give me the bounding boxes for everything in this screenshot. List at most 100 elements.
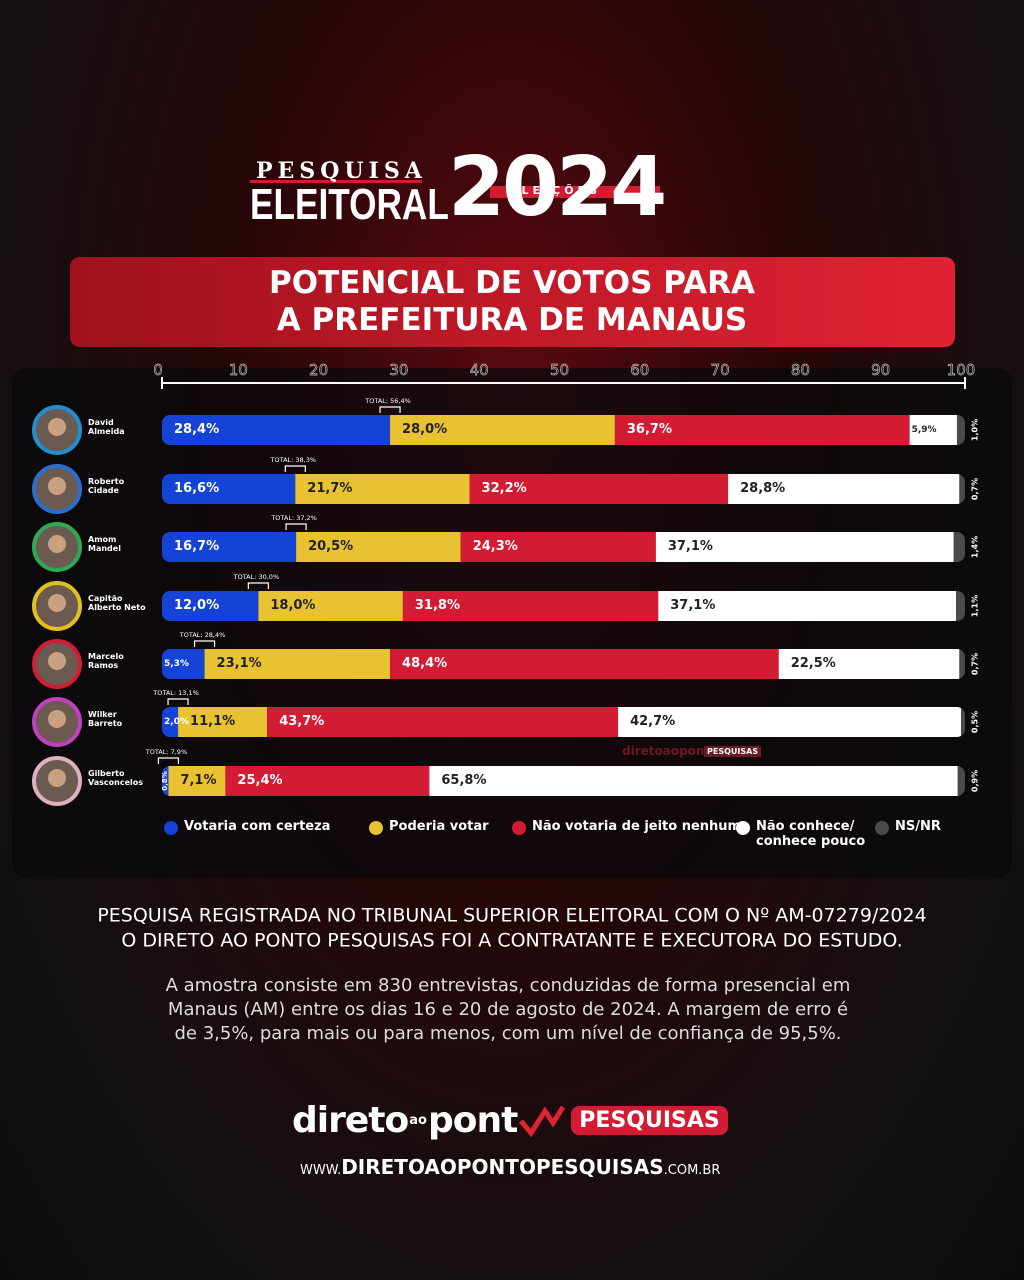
bar-segment	[178, 707, 268, 737]
footer-url: WWW. DIRETOAOPONTOPESQUISAS .COM.BR	[300, 1155, 720, 1179]
title-box	[70, 257, 955, 347]
value-label: 0,8%	[161, 771, 170, 791]
photo-face	[48, 418, 66, 436]
bar-segment	[162, 591, 259, 621]
brand-b: ao	[409, 1113, 427, 1128]
header-year: 2024	[448, 140, 667, 235]
value-label: 37,1%	[667, 539, 713, 554]
header-kicker: PESQUISA	[256, 158, 427, 184]
bar-row	[162, 707, 965, 737]
value-label: 0,9%	[970, 769, 980, 793]
bar-segment	[162, 766, 169, 796]
value-label: 24,3%	[472, 539, 518, 554]
url-prefix: WWW.	[300, 1163, 342, 1178]
note-registration: PESQUISA REGISTRADA NO TRIBUNAL SUPERIOR…	[97, 904, 927, 951]
brand-c: pont	[427, 1100, 518, 1141]
value-label: 22,5%	[790, 656, 836, 671]
photo-face	[48, 652, 66, 670]
total-label: TOTAL: 28,4%	[179, 631, 226, 639]
header-title: ELEITORAL	[250, 180, 449, 229]
bar-segment	[960, 707, 965, 737]
candidate-name: Amom Mandel	[88, 535, 121, 553]
bar-segment	[959, 649, 965, 679]
bar-segment	[959, 474, 965, 504]
total-label: TOTAL: 30,0%	[233, 573, 280, 581]
value-label: 32,2%	[481, 481, 527, 496]
value-label: 16,7%	[174, 539, 220, 554]
bar-segment	[728, 474, 960, 504]
bar-segment	[909, 415, 957, 445]
legend-marker	[736, 821, 750, 835]
x-tick-label: 20	[309, 361, 329, 380]
brand-a: direto	[292, 1100, 409, 1141]
candidate-name: Marcelo Ramos	[88, 652, 124, 670]
bar-row	[162, 591, 965, 621]
value-label: 65,8%	[441, 773, 487, 788]
value-label: 7,1%	[180, 773, 217, 788]
legend-marker	[512, 821, 526, 835]
candidate-name: Roberto Cidade	[88, 477, 125, 495]
photo-face	[48, 594, 66, 612]
x-tick-label: 80	[790, 361, 810, 380]
bar-segment	[390, 649, 779, 679]
value-label: 36,7%	[626, 422, 672, 437]
value-label: 5,3%	[164, 659, 189, 669]
value-label: 1,1%	[970, 594, 980, 618]
value-label: 1,0%	[970, 418, 980, 442]
legend-label: Votaria com certeza	[184, 819, 331, 834]
bar-segment	[618, 707, 961, 737]
photo-face	[48, 477, 66, 495]
bar-segment	[953, 532, 965, 562]
legend-label: Não votaria de jeito nenhum	[532, 819, 742, 834]
legend-marker	[875, 821, 889, 835]
bar-segment	[162, 415, 391, 445]
value-label: 48,4%	[402, 656, 448, 671]
bar-segment	[429, 766, 958, 796]
value-label: 16,6%	[174, 481, 220, 496]
x-tick-label: 0	[153, 361, 163, 380]
value-label: 21,7%	[307, 481, 353, 496]
value-label: 37,1%	[670, 598, 716, 613]
bar-segment	[956, 591, 965, 621]
value-label: 0,5%	[970, 710, 980, 734]
bar-segment	[956, 415, 965, 445]
value-label: 11,1%	[190, 714, 236, 729]
bar-row	[162, 415, 965, 445]
value-label: 23,1%	[216, 656, 262, 671]
legend-label: Poderia votar	[389, 819, 489, 834]
total-label: TOTAL: 7,9%	[145, 748, 188, 756]
x-tick-label: 70	[710, 361, 730, 380]
x-tick-label: 100	[946, 361, 976, 380]
bar-row	[162, 766, 965, 796]
value-label: 28,8%	[740, 481, 786, 496]
brand-check	[519, 1105, 566, 1137]
legend-label: Não conhece/ conhece pouco	[756, 819, 866, 849]
legend-marker	[164, 821, 178, 835]
x-tick-label: 10	[228, 361, 248, 380]
photo-face	[48, 710, 66, 728]
bar-segment	[295, 474, 470, 504]
bar-row	[162, 649, 965, 679]
watermark-tag: PESQUISAS	[704, 746, 762, 757]
candidate-name: Capitão Alberto Neto	[88, 594, 146, 612]
bar-segment	[460, 532, 656, 562]
total-label: TOTAL: 37,2%	[271, 514, 317, 522]
value-label: 31,8%	[414, 598, 460, 613]
url-suffix: .COM.BR	[663, 1163, 721, 1178]
candidate-name: David Almeida	[88, 418, 125, 436]
bar-segment	[162, 532, 297, 562]
bar-segment	[614, 415, 910, 445]
legend-marker	[369, 821, 383, 835]
value-label: 42,7%	[630, 714, 676, 729]
value-label: 28,0%	[402, 422, 448, 437]
total-label: TOTAL: 13,1%	[153, 689, 199, 697]
bar-segment	[204, 649, 391, 679]
x-tick-label: 40	[469, 361, 489, 380]
bar-row	[162, 474, 965, 504]
x-tick-label: 90	[871, 361, 891, 380]
candidate-name: Wilker Barreto	[88, 710, 123, 728]
value-label: 5,9%	[911, 425, 937, 435]
value-label: 20,5%	[308, 539, 354, 554]
